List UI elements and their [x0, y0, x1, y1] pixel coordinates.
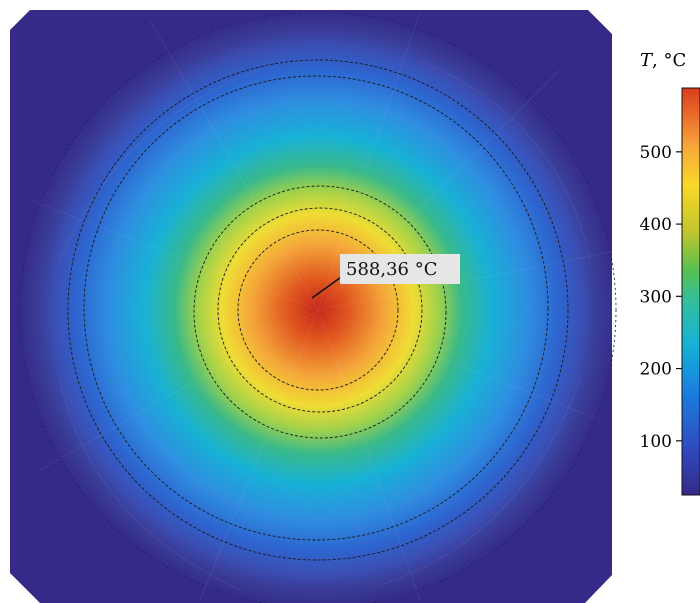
- annotation-text: 588,36 °C: [346, 259, 437, 280]
- contour-4: [217, 207, 423, 413]
- colorbar-title: T, °C: [640, 50, 686, 71]
- annotation-box: [340, 254, 460, 284]
- colorbar-scale: [681, 87, 700, 496]
- contour-lines: [19, 11, 617, 603]
- colorbar-tick-label: 200: [640, 360, 672, 380]
- field-plate: [10, 10, 612, 603]
- max-temperature-annotation: 588,36 °C: [311, 254, 460, 299]
- colorbar-ticks: 100 200 300 400 500: [640, 143, 682, 452]
- contour-3: [193, 185, 447, 439]
- colorbar-tick-label: 300: [640, 287, 672, 307]
- mesh-lines: [29, 11, 612, 601]
- colorbar-var: T: [640, 50, 654, 71]
- colorbar: T, °C 100 200 300 400 500: [640, 50, 700, 496]
- annotation-leader: [311, 274, 345, 299]
- colorbar-tick-label: 100: [640, 432, 672, 452]
- contour-outer: [19, 11, 617, 603]
- colorbar-unit: , °C: [652, 50, 686, 71]
- colorbar-tick-label: 400: [640, 215, 672, 235]
- contour-2: [83, 75, 549, 541]
- colorbar-tick-label: 500: [640, 143, 672, 163]
- contour-5: [237, 229, 399, 391]
- contour-1: [67, 59, 569, 561]
- temperature-disk: [18, 10, 612, 603]
